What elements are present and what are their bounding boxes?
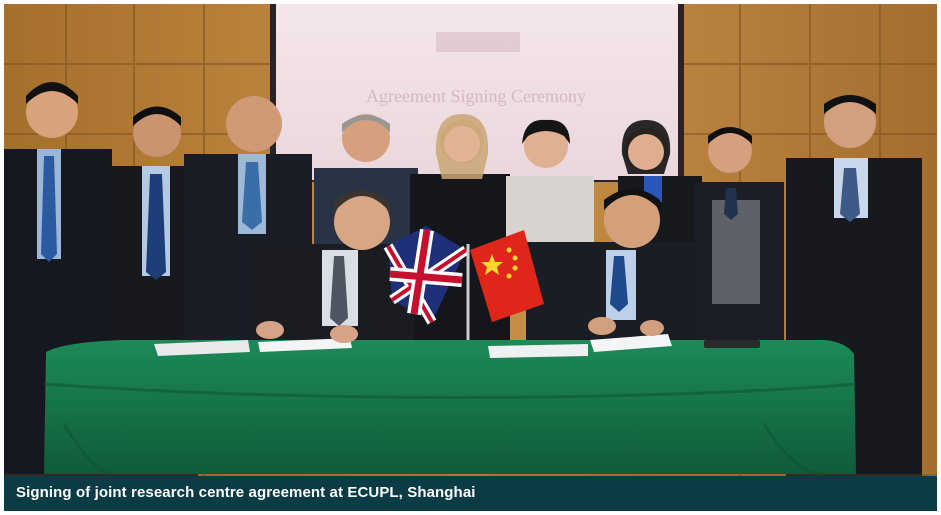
united-kingdom-flag (383, 226, 469, 325)
china-flag (470, 230, 544, 322)
screen-logo (436, 32, 520, 52)
caption-bar: Signing of joint research centre agreeme… (4, 476, 937, 511)
screen-heading: Agreement Signing Ceremony (366, 86, 586, 106)
photo-caption: Signing of joint research centre agreeme… (16, 484, 476, 501)
signing-ceremony-photo: Agreement Signing Ceremony (4, 4, 937, 511)
signing-table (43, 317, 857, 476)
photo-illustration: Agreement Signing Ceremony (4, 4, 937, 511)
